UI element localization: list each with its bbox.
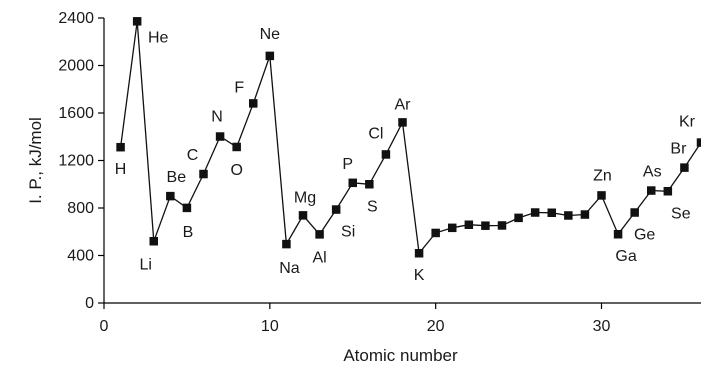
x-tick-label: 30: [593, 318, 611, 335]
element-label: Al: [312, 249, 326, 266]
element-label: Mg: [294, 189, 316, 206]
data-point-marker: [199, 169, 208, 179]
data-point-marker: [497, 221, 507, 230]
element-label: C: [187, 147, 199, 164]
data-point-marker: [381, 150, 391, 159]
element-label: F: [234, 79, 244, 96]
element-label: As: [643, 164, 662, 181]
y-axis-title: I. P., kJ/mol: [26, 117, 45, 204]
data-point-marker: [564, 211, 573, 220]
data-point-marker: [680, 163, 689, 172]
element-label: Zn: [593, 167, 612, 184]
y-tick-label: 1600: [58, 105, 94, 122]
data-point-marker: [448, 223, 457, 233]
data-point-marker: [647, 186, 656, 195]
element-label: Na: [279, 260, 300, 277]
data-point-marker: [530, 208, 540, 217]
data-point-marker: [166, 191, 175, 201]
data-point-marker: [580, 210, 590, 219]
element-label: Li: [140, 256, 152, 273]
y-axis-ticks: 0 400 800 1200 1600 2000 2400: [58, 10, 104, 312]
x-tick-label: 0: [100, 318, 109, 335]
element-label: Cl: [368, 125, 383, 142]
y-tick-label: 800: [67, 200, 94, 217]
data-point-marker: [132, 17, 142, 26]
data-point-marker: [630, 208, 639, 217]
data-point-marker: [315, 230, 324, 239]
data-point-marker: [182, 203, 192, 213]
data-point-marker: [149, 237, 158, 246]
y-tick-label: 0: [85, 295, 94, 312]
y-tick-label: 2000: [58, 58, 94, 75]
data-point-marker: [249, 99, 258, 108]
element-label: Se: [671, 205, 691, 222]
data-point-marker: [597, 191, 606, 200]
data-point-marker: [331, 205, 341, 214]
data-point-marker: [514, 213, 523, 223]
element-label: N: [211, 109, 223, 126]
x-tick-label: 10: [261, 318, 279, 335]
data-point-marker: [298, 211, 308, 220]
data-point-marker: [398, 118, 407, 127]
axes: 0 400 800 1200 1600 2000 2400 0 10 20 30: [58, 10, 701, 335]
element-label: O: [230, 162, 242, 179]
element-label: Ge: [634, 227, 655, 244]
element-label: Ga: [615, 248, 636, 265]
element-label: H: [115, 161, 127, 178]
element-label: K: [414, 267, 425, 284]
data-point-marker: [365, 180, 374, 189]
element-label: Br: [670, 141, 687, 158]
element-label: P: [342, 156, 353, 173]
series-line: [119, 21, 701, 255]
element-label: Si: [341, 224, 355, 241]
data-point-marker: [663, 187, 673, 196]
element-label: He: [148, 29, 169, 46]
data-point-marker: [116, 142, 125, 152]
element-labels: H He Li Be B C N O F Ne Na Mg Al Si P S Cl Ar K Zn Ga Ge As Se B…: [115, 26, 696, 284]
x-tick-label: 20: [427, 318, 445, 335]
y-tick-label: 400: [67, 248, 94, 265]
element-label: Kr: [679, 114, 696, 131]
data-point-marker: [232, 142, 241, 152]
data-point-marker: [613, 229, 623, 239]
data-point-marker: [431, 228, 440, 238]
data-markers: [116, 17, 701, 258]
data-point-marker: [265, 51, 275, 61]
data-point-marker: [547, 208, 556, 217]
element-label: B: [183, 224, 194, 241]
data-point-marker: [464, 220, 474, 229]
element-label: Be: [167, 169, 187, 186]
data-point-marker: [481, 221, 490, 230]
y-tick-label: 2400: [58, 10, 94, 27]
element-label: S: [367, 198, 378, 215]
data-point-marker: [215, 132, 225, 141]
element-label: Ne: [260, 26, 281, 43]
data-point-marker: [414, 248, 424, 258]
y-tick-label: 1200: [58, 153, 94, 170]
x-axis-ticks: 0 10 20 30: [100, 303, 611, 335]
data-point-marker: [282, 239, 291, 249]
x-axis-title: Atomic number: [343, 346, 458, 365]
ionization-energy-series: [116, 17, 701, 258]
data-point-marker: [348, 178, 357, 188]
element-label: Ar: [395, 96, 412, 113]
data-point-marker: [696, 138, 701, 147]
